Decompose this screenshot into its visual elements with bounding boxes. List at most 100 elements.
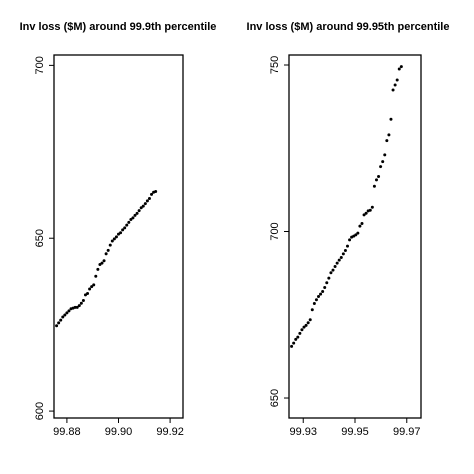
left-data-point <box>57 321 61 325</box>
left-data-point <box>143 202 147 206</box>
left-scatter-panel: Inv loss ($M) around 99.9th percentile 6… <box>20 21 217 438</box>
right-data-point <box>393 83 397 87</box>
right-y-tick-label: 700 <box>269 222 281 240</box>
right-data-point <box>362 213 366 217</box>
right-data-point <box>381 160 385 164</box>
right-data-point <box>310 308 314 312</box>
left-data-point <box>65 311 69 315</box>
left-y-tick-label: 600 <box>34 402 46 420</box>
left-data-point <box>139 206 143 210</box>
right-data-point <box>335 261 339 265</box>
left-data-point <box>141 204 145 208</box>
left-data-point <box>81 298 85 302</box>
right-data-point <box>385 139 389 143</box>
left-data-point <box>79 301 83 305</box>
right-data-point <box>379 165 383 169</box>
left-data-point <box>108 243 112 247</box>
left-data-point <box>131 216 135 220</box>
right-data-point <box>304 323 308 327</box>
right-data-point <box>296 335 300 339</box>
right-chart-title: Inv loss ($M) around 99.95th percentile <box>247 21 450 33</box>
left-data-point <box>119 231 123 235</box>
left-data-point <box>59 318 63 322</box>
right-y-tick-label: 750 <box>269 56 281 74</box>
right-data-point <box>360 222 364 226</box>
left-data-point <box>145 199 149 203</box>
right-data-point <box>358 224 362 228</box>
left-data-point <box>135 211 139 215</box>
right-data-point <box>300 328 304 332</box>
left-data-point <box>125 223 129 227</box>
right-data-point <box>348 238 352 242</box>
right-data-point <box>339 255 343 259</box>
left-data-point <box>137 209 141 213</box>
left-data-point <box>133 213 137 217</box>
left-data-point <box>121 228 125 232</box>
right-data-point <box>337 258 341 262</box>
right-data-point <box>292 341 296 345</box>
right-data-point <box>323 285 327 289</box>
right-x-tick-label: 99.95 <box>341 426 369 438</box>
left-chart-title: Inv loss ($M) around 99.9th percentile <box>20 21 217 33</box>
left-data-point <box>88 287 92 291</box>
left-data-point <box>55 324 59 328</box>
right-data-point <box>341 252 345 256</box>
right-data-point <box>370 205 374 209</box>
left-data-point <box>127 220 131 224</box>
right-data-point <box>319 292 323 296</box>
left-data-point <box>86 292 90 296</box>
left-y-tick-label: 700 <box>34 56 46 74</box>
left-x-tick-label: 99.88 <box>53 426 81 438</box>
right-scatter-panel: Inv loss ($M) around 99.95th percentile … <box>247 21 450 438</box>
left-data-point <box>77 304 81 308</box>
left-data-point <box>75 305 79 309</box>
right-data-point <box>331 268 335 272</box>
left-data-point <box>61 315 65 319</box>
right-x-tick-label: 99.93 <box>289 426 317 438</box>
left-data-point <box>94 274 98 278</box>
left-data-point <box>129 218 133 222</box>
right-data-point <box>306 321 310 325</box>
right-data-point <box>327 276 331 280</box>
right-data-point <box>302 325 306 329</box>
left-data-point <box>154 190 158 194</box>
right-data-point <box>372 184 376 188</box>
left-data-point <box>92 283 96 287</box>
left-data-point <box>150 192 154 196</box>
right-data-point <box>399 65 403 69</box>
left-data-point <box>73 305 77 309</box>
right-data-point <box>389 117 393 121</box>
right-data-point <box>395 78 399 82</box>
right-data-point <box>377 175 381 179</box>
left-x-tick-label: 99.92 <box>156 426 184 438</box>
right-data-point <box>290 344 294 348</box>
right-x-tick-label: 99.97 <box>393 426 421 438</box>
right-data-point <box>314 298 318 302</box>
right-data-point <box>317 294 321 298</box>
right-data-point <box>383 153 387 157</box>
left-data-point <box>123 226 127 230</box>
right-data-point <box>298 331 302 335</box>
right-data-point <box>321 289 325 293</box>
left-data-point <box>90 285 94 289</box>
right-data-point <box>397 67 401 71</box>
right-data-point <box>387 133 391 137</box>
left-data-point <box>104 252 108 256</box>
right-data-point <box>364 211 368 215</box>
right-data-point <box>333 264 337 268</box>
right-data-point <box>294 337 298 341</box>
right-data-point <box>368 208 372 212</box>
left-y-tick-label: 650 <box>34 229 46 247</box>
right-data-point <box>354 233 358 237</box>
right-data-point <box>308 318 312 322</box>
right-y-tick-label: 650 <box>269 389 281 407</box>
right-data-point <box>325 281 329 285</box>
left-data-point <box>147 196 151 200</box>
right-data-point <box>345 244 349 248</box>
left-data-point <box>106 248 110 252</box>
left-plot-frame <box>53 54 184 419</box>
right-data-point <box>391 88 395 92</box>
left-data-point <box>102 259 106 263</box>
left-data-point <box>114 235 118 239</box>
